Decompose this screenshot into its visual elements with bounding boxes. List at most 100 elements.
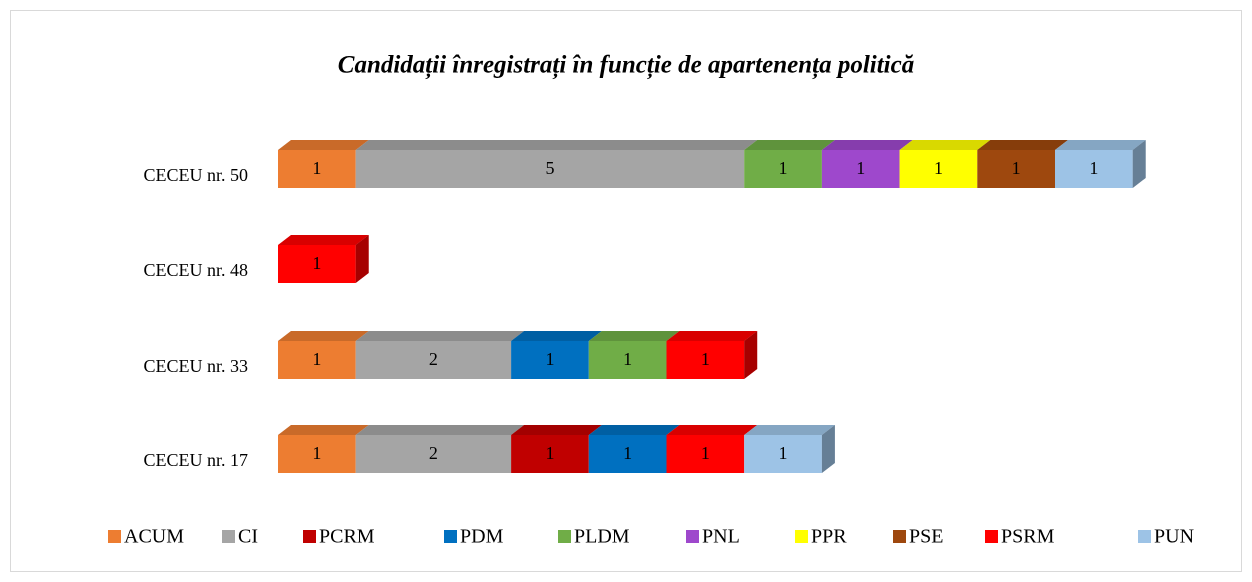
bar-top-shade: [355, 140, 758, 150]
bar-top-shade: [666, 331, 758, 341]
data-label: 1: [312, 349, 321, 369]
bar-top-shade: [744, 425, 835, 435]
bar: [355, 150, 745, 188]
bar-side: [744, 331, 758, 379]
bar: [666, 435, 745, 473]
bar: [744, 435, 822, 473]
category-label: CECEU nr. 17: [143, 450, 248, 470]
bar-side-shade: [1132, 140, 1146, 188]
bar: [278, 341, 356, 379]
bar: [588, 435, 667, 473]
legend-swatch: [893, 530, 906, 543]
legend-label: PPR: [811, 526, 847, 548]
bar-top: [511, 425, 602, 435]
legend-label: PCRM: [319, 526, 375, 548]
legend-swatch: [1138, 530, 1151, 543]
bar: [355, 435, 512, 473]
data-label: 1: [312, 443, 321, 463]
legend-label: PSRM: [1001, 526, 1055, 548]
bar-top: [899, 140, 991, 150]
legend-label: PSE: [909, 526, 943, 548]
data-label: 1: [856, 158, 865, 178]
bar: [355, 341, 512, 379]
bar-top-shade: [355, 425, 525, 435]
bar-side-shade: [821, 425, 835, 473]
bar-side: [355, 235, 369, 283]
legend-swatch: [108, 530, 121, 543]
data-label: 1: [934, 158, 943, 178]
data-label: 5: [545, 158, 554, 178]
bar-top: [278, 425, 369, 435]
legend-label: PDM: [460, 526, 504, 548]
bar-top: [744, 425, 835, 435]
legend-swatch: [444, 530, 457, 543]
legend-label: PUN: [1154, 526, 1194, 548]
bar-top-shade: [278, 140, 369, 150]
bar: [977, 150, 1055, 188]
data-label: 1: [312, 158, 321, 178]
data-label: 1: [312, 253, 321, 273]
legend-label: CI: [238, 526, 258, 548]
bar-top: [821, 140, 913, 150]
bar: [278, 435, 356, 473]
bar-top: [588, 331, 680, 341]
bar: [278, 150, 356, 188]
data-label: 1: [701, 349, 710, 369]
legend-swatch: [222, 530, 235, 543]
bar-top-shade: [511, 331, 602, 341]
legend-label: PNL: [702, 526, 740, 548]
data-label: 1: [545, 349, 554, 369]
bar: [511, 435, 589, 473]
bar-top-shade: [821, 140, 913, 150]
data-label: 1: [545, 443, 554, 463]
legend-label: ACUM: [124, 526, 184, 548]
legend-swatch: [303, 530, 316, 543]
bar-top: [355, 331, 525, 341]
legend-swatch: [558, 530, 571, 543]
bar-top: [666, 425, 758, 435]
data-label: 2: [429, 349, 438, 369]
bar: [744, 150, 822, 188]
category-label: CECEU nr. 33: [143, 356, 248, 376]
bar-top-shade: [355, 331, 525, 341]
bar-top: [511, 331, 602, 341]
data-label: 2: [429, 443, 438, 463]
bar-top: [744, 140, 835, 150]
bar-top-shade: [744, 140, 835, 150]
bar-side: [821, 425, 835, 473]
data-label: 1: [779, 443, 788, 463]
bar: [278, 245, 356, 283]
bar-top-shade: [278, 425, 369, 435]
bar-top: [278, 331, 369, 341]
bar-top: [355, 425, 525, 435]
bar-top-shade: [899, 140, 991, 150]
data-label: 1: [779, 158, 788, 178]
bar-top-shade: [666, 425, 758, 435]
bar-top: [278, 235, 369, 245]
bar-side: [1132, 140, 1146, 188]
bar-top: [977, 140, 1068, 150]
bar-top: [355, 140, 758, 150]
data-label: 1: [701, 443, 710, 463]
category-label: CECEU nr. 50: [143, 165, 248, 185]
legend-label: PLDM: [574, 526, 630, 548]
bar-top-shade: [511, 425, 602, 435]
bar-top-shade: [278, 331, 369, 341]
bar-top-shade: [1055, 140, 1146, 150]
data-label: 1: [1089, 158, 1098, 178]
bar-side-shade: [744, 331, 758, 379]
bar: [588, 341, 667, 379]
bar-top-shade: [588, 425, 680, 435]
data-label: 1: [623, 443, 632, 463]
chart-frame: [10, 10, 1242, 572]
bar-top: [666, 331, 758, 341]
bar: [899, 150, 978, 188]
legend-swatch: [985, 530, 998, 543]
bar-top: [588, 425, 680, 435]
legend-swatch: [795, 530, 808, 543]
bar-side-shade: [355, 235, 369, 283]
category-label: CECEU nr. 48: [143, 260, 248, 280]
chart-title: Candidații înregistrați în funcție de ap…: [338, 52, 914, 80]
bar: [821, 150, 900, 188]
